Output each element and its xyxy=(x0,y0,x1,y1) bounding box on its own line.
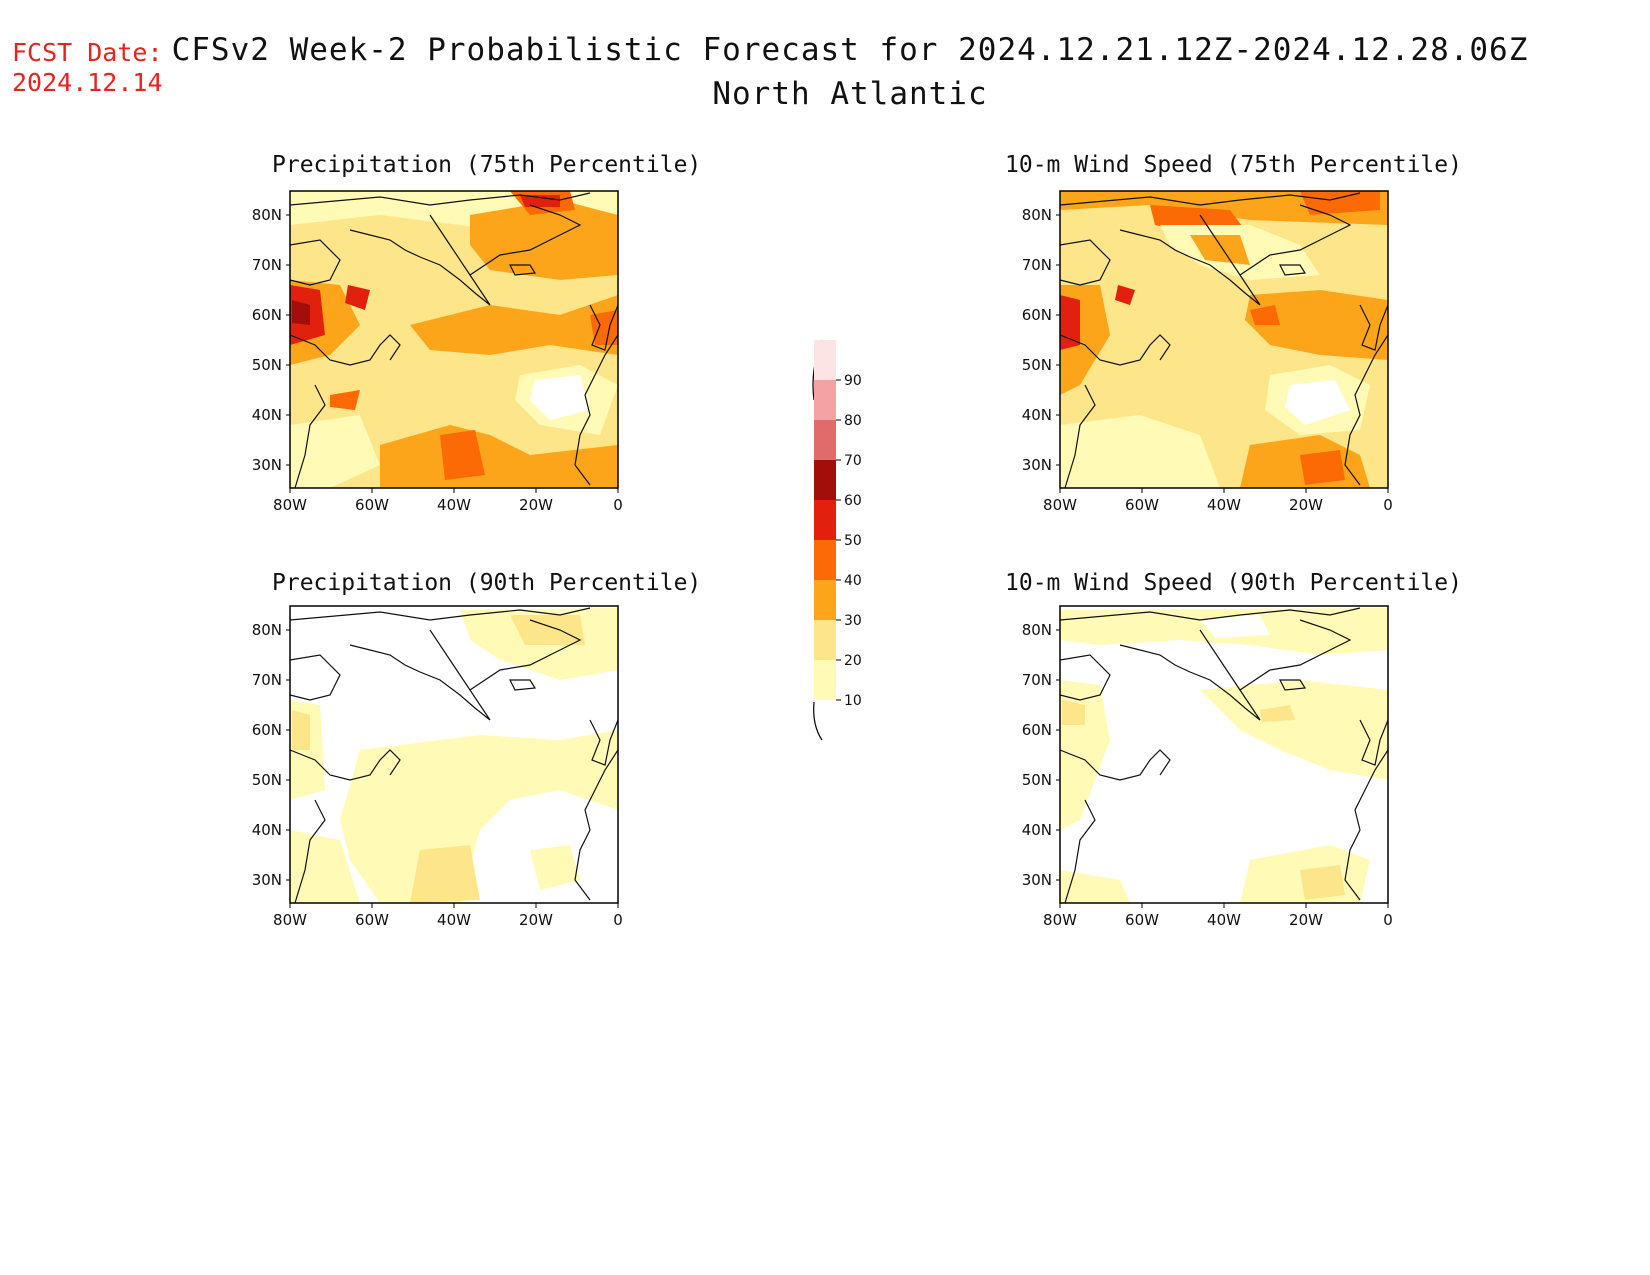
colorbar-label-50: 50 xyxy=(844,533,862,549)
colorbar-label-90: 90 xyxy=(844,373,862,389)
colorbar-boxes xyxy=(814,340,841,701)
lat-axis: 80N 70N 60N 50N 40N 30N xyxy=(1022,621,1060,889)
colorbar-box-80 xyxy=(814,380,836,420)
lon-label-80w: 80W xyxy=(273,496,307,514)
lon-label-60w: 60W xyxy=(1125,496,1159,514)
lat-label-30n: 30N xyxy=(1022,871,1052,889)
lat-label-70n: 70N xyxy=(1022,256,1052,274)
lon-label-20w: 20W xyxy=(519,496,553,514)
colorbar-box-70 xyxy=(814,420,836,460)
lat-label-40n: 40N xyxy=(252,406,282,424)
map-panel-precip-90: 80N 70N 60N 50N 40N 30N 80W 60W 40W 20W … xyxy=(252,605,623,929)
colorbar-label-70: 70 xyxy=(844,453,862,469)
lon-label-20w: 20W xyxy=(1289,496,1323,514)
fcst-date-block: FCST Date: 2024.12.14 xyxy=(12,38,163,98)
panel-title-wind-75: 10-m Wind Speed (75th Percentile) xyxy=(1005,152,1462,178)
lon-axis: 80W 60W 40W 20W 0 xyxy=(273,903,623,929)
lat-label-60n: 60N xyxy=(252,306,282,324)
lat-label-80n: 80N xyxy=(252,621,282,639)
lat-label-70n: 70N xyxy=(1022,671,1052,689)
colorbar-box-20 xyxy=(814,620,836,660)
colorbar-label-30: 30 xyxy=(844,613,862,629)
lon-label-40w: 40W xyxy=(437,911,471,929)
lat-label-40n: 40N xyxy=(1022,821,1052,839)
region-title: North Atlantic xyxy=(712,76,988,112)
lat-label-30n: 30N xyxy=(1022,456,1052,474)
colorbar-label-60: 60 xyxy=(844,493,862,509)
lat-label-50n: 50N xyxy=(252,771,282,789)
lat-label-70n: 70N xyxy=(252,256,282,274)
lon-label-80w: 80W xyxy=(273,911,307,929)
lon-label-0: 0 xyxy=(1383,911,1393,929)
page-title: CFSv2 Week-2 Probabilistic Forecast for … xyxy=(171,32,1529,68)
colorbar-label-80: 80 xyxy=(844,413,862,429)
contour-fill xyxy=(1060,191,1388,488)
lat-label-30n: 30N xyxy=(252,871,282,889)
lon-label-0: 0 xyxy=(613,496,623,514)
map-panel-wind-75: 80N 70N 60N 50N 40N 30N 80W 60W 40W 20W … xyxy=(1022,190,1393,514)
lon-label-40w: 40W xyxy=(437,496,471,514)
lon-label-60w: 60W xyxy=(355,911,389,929)
lat-label-30n: 30N xyxy=(252,456,282,474)
coastlines xyxy=(289,607,619,904)
lon-axis: 80W 60W 40W 20W 0 xyxy=(1043,488,1393,514)
fcst-date-value: 2024.12.14 xyxy=(12,68,163,97)
colorbar-box-50 xyxy=(814,500,836,540)
lon-label-0: 0 xyxy=(613,911,623,929)
contour-fill xyxy=(1060,606,1388,903)
contour-fill xyxy=(290,606,618,903)
lon-axis: 80W 60W 40W 20W 0 xyxy=(273,488,623,514)
lat-label-50n: 50N xyxy=(1022,771,1052,789)
lat-label-60n: 60N xyxy=(1022,721,1052,739)
lon-label-80w: 80W xyxy=(1043,911,1077,929)
lat-label-60n: 60N xyxy=(252,721,282,739)
colorbar-box-30 xyxy=(814,580,836,620)
lon-label-0: 0 xyxy=(1383,496,1393,514)
lat-label-50n: 50N xyxy=(252,356,282,374)
lon-label-80w: 80W xyxy=(1043,496,1077,514)
lon-axis: 80W 60W 40W 20W 0 xyxy=(1043,903,1393,929)
colorbar-box-10 xyxy=(814,660,836,700)
lat-label-40n: 40N xyxy=(252,821,282,839)
coastlines xyxy=(1059,192,1389,489)
map-panel-wind-90: 80N 70N 60N 50N 40N 30N 80W 60W 40W 20W … xyxy=(1022,605,1393,929)
lon-label-60w: 60W xyxy=(1125,911,1159,929)
contour-fill xyxy=(290,191,618,488)
lat-label-80n: 80N xyxy=(1022,206,1052,224)
colorbar-box-90 xyxy=(814,340,836,380)
colorbar-box-60 xyxy=(814,460,836,500)
lat-label-80n: 80N xyxy=(1022,621,1052,639)
map-panel-precip-75: 80N 70N 60N 50N 40N 30N 80W 60W 40W 20W … xyxy=(252,190,623,514)
lat-label-50n: 50N xyxy=(1022,356,1052,374)
lon-label-40w: 40W xyxy=(1207,496,1241,514)
colorbar-bottom-cap xyxy=(813,701,823,741)
colorbar-labels: 10 20 30 40 50 60 70 80 90 xyxy=(844,373,862,709)
coastlines xyxy=(1059,607,1389,904)
lon-label-20w: 20W xyxy=(1289,911,1323,929)
lon-label-20w: 20W xyxy=(519,911,553,929)
colorbar-box-40 xyxy=(814,540,836,580)
lat-label-60n: 60N xyxy=(1022,306,1052,324)
panel-title-wind-90: 10-m Wind Speed (90th Percentile) xyxy=(1005,570,1462,596)
lat-label-70n: 70N xyxy=(252,671,282,689)
lat-label-80n: 80N xyxy=(252,206,282,224)
coastlines xyxy=(289,192,619,489)
colorbar-label-10: 10 xyxy=(844,693,862,709)
lon-label-60w: 60W xyxy=(355,496,389,514)
colorbar-label-20: 20 xyxy=(844,653,862,669)
lat-axis: 80N 70N 60N 50N 40N 30N xyxy=(1022,206,1060,474)
fcst-date-label: FCST Date: xyxy=(12,38,163,67)
lat-axis: 80N 70N 60N 50N 40N 30N xyxy=(252,621,290,889)
lat-axis: 80N 70N 60N 50N 40N 30N xyxy=(252,206,290,474)
panel-title-precip-75: Precipitation (75th Percentile) xyxy=(272,152,702,178)
colorbar-label-40: 40 xyxy=(844,573,862,589)
lon-label-40w: 40W xyxy=(1207,911,1241,929)
lat-label-40n: 40N xyxy=(1022,406,1052,424)
colorbar: 10 20 30 40 50 60 70 80 90 xyxy=(812,339,862,741)
panel-title-precip-90: Precipitation (90th Percentile) xyxy=(272,570,702,596)
